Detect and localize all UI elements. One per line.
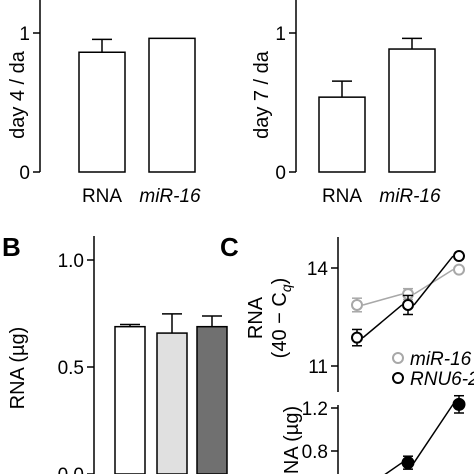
- chart-panel-c: C 14 11 RNA (40 − Cq) miR-16 RNU6-2 1.2 …: [220, 232, 474, 474]
- panel-c-upper-series-1-point-1: [402, 298, 414, 311]
- panel-c-upper-y-axis-label-close: ): [269, 278, 291, 285]
- panel-c-upper-series-1-segment-1: [413, 255, 454, 306]
- legend-marker-rnu6-2: [392, 372, 404, 384]
- panel-b-bar-0: [114, 325, 146, 474]
- panel-c-lower-series-0-point-2: [452, 397, 466, 411]
- panel-label-b: B: [2, 232, 21, 262]
- top-right-x-label-mir16: miR-16: [379, 186, 441, 207]
- panel-c-upper-series-0-segment-1: [413, 268, 454, 295]
- legend-label-mir16: miR-16: [410, 349, 472, 370]
- panel-b-y-tick-label-1.0: 1.0: [58, 251, 84, 272]
- panel-c-lower-series-0-segment-0: [384, 462, 403, 474]
- chart-top-left: 0 1 day 4 / da RNA miR-16: [7, 0, 201, 207]
- top-left-x-label-rna: RNA: [82, 186, 122, 207]
- panel-c-upper-series-0-point-2: [453, 263, 465, 276]
- top-right-y-tick-label-1: 1: [275, 24, 286, 45]
- top-right-y-axis-label: day 7 / da: [251, 50, 273, 139]
- panel-c-upper-y-tick-label-14: 14: [307, 259, 329, 280]
- top-left-y-tick-label-0: 0: [19, 163, 30, 184]
- panel-b-y-tick-label-0.0: 0.0: [58, 465, 84, 474]
- panel-c-upper-y-axis-label-sub: q: [278, 284, 294, 292]
- panel-c-lower-y-axis-label: NA (µg): [281, 406, 303, 474]
- top-right-bar-1: [388, 48, 436, 173]
- chart-panel-b: B 1.0 0.5 0.0 RNA (µg): [2, 232, 228, 474]
- top-right-x-label-rna: RNA: [322, 186, 362, 207]
- panel-c-upper-y-axis-label-line2: (40 − Cq): [269, 278, 294, 359]
- panel-b-bar-2: [196, 325, 228, 474]
- panel-c-lower-series-0-segment-1: [413, 403, 454, 464]
- panel-b-bar-1: [156, 332, 188, 474]
- panel-c-lower-y-tick-label-1.2: 1.2: [302, 399, 328, 420]
- panel-c-upper-y-axis-label-line1: RNA: [245, 296, 267, 339]
- panel-c-upper-series-1-point-2: [453, 250, 465, 263]
- panel-c-lower-y-tick-label-0.8: 0.8: [302, 442, 328, 463]
- panel-c-upper-series-1-segment-0: [362, 304, 403, 339]
- legend-label-rnu6-2: RNU6-2: [410, 369, 474, 390]
- top-right-bar-0: [318, 96, 366, 173]
- panel-c-upper-series-0-point-0: [351, 298, 363, 311]
- legend-marker-mir16: [392, 352, 404, 364]
- panel-b-y-axis-label: RNA (µg): [7, 327, 29, 410]
- top-left-bar-1: [148, 37, 196, 173]
- top-left-y-axis-label: day 4 / da: [7, 50, 29, 139]
- panel-c-upper-series-0-segment-0: [362, 293, 403, 306]
- top-left-y-tick-label-1: 1: [19, 24, 30, 45]
- panel-c-upper-y-axis-label-main: (40 − C: [269, 292, 291, 358]
- top-left-bar-0: [78, 51, 126, 173]
- panel-label-c: C: [220, 232, 239, 262]
- panel-c-lower-series-0-point-1: [401, 456, 415, 470]
- top-right-y-tick-label-0: 0: [275, 163, 286, 184]
- panel-c-legend: miR-16 RNU6-2: [392, 349, 474, 390]
- chart-top-right: 0 1 day 7 / da RNA miR-16: [251, 0, 441, 207]
- top-left-x-label-mir16: miR-16: [139, 186, 201, 207]
- panel-c-upper-series-1-point-0: [351, 331, 363, 344]
- panel-c-upper-y-tick-label-11: 11: [308, 357, 328, 378]
- panel-b-y-tick-label-0.5: 0.5: [58, 358, 84, 379]
